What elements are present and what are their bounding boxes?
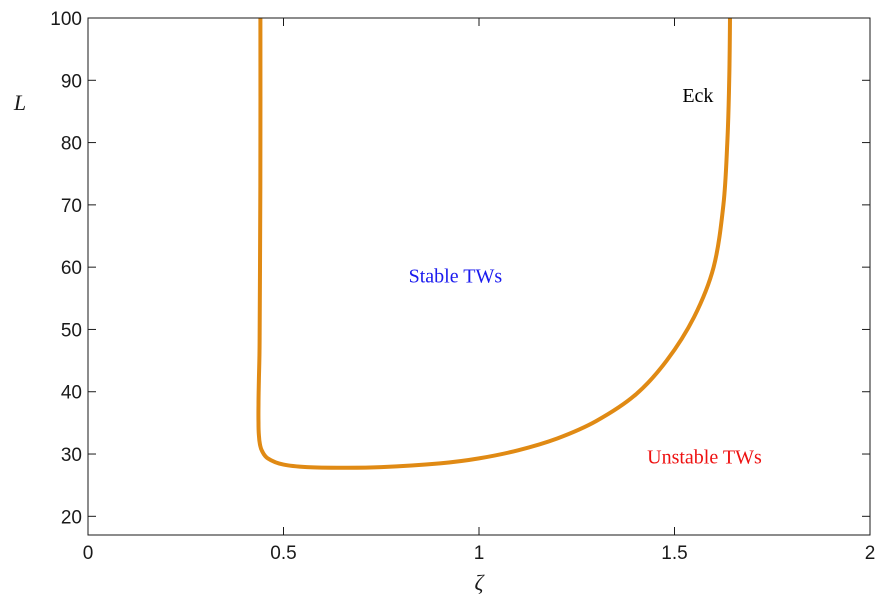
- series-line: [256, 17, 732, 470]
- x-tick-label: 1: [474, 543, 485, 564]
- x-tick-label: 2: [865, 543, 875, 564]
- y-axis-label: L: [13, 90, 26, 115]
- y-axis: 20 30 40 50 60 70 80 90 100: [50, 9, 870, 528]
- y-tick-label: 60: [61, 258, 82, 279]
- x-tick-label: 0: [83, 543, 94, 564]
- x-axis: 0 0.5 1 1.5 2: [83, 18, 875, 564]
- y-tick-label: 30: [61, 445, 82, 466]
- annotations: Eck Stable TWs Unstable TWs: [409, 85, 762, 468]
- annotation-label: Eck: [682, 85, 713, 107]
- y-tick-label: 20: [61, 507, 82, 528]
- x-axis-label: ζ: [475, 570, 486, 595]
- y-tick-label: 80: [61, 134, 82, 155]
- y-tick-label: 40: [61, 383, 82, 404]
- y-tick-label: 100: [50, 9, 82, 30]
- annotation-label: Unstable TWs: [647, 446, 762, 468]
- y-tick-label: 50: [61, 320, 82, 341]
- series-lines: [256, 17, 732, 470]
- x-tick-label: 1.5: [661, 543, 687, 564]
- annotation-label: Stable TWs: [409, 266, 503, 288]
- x-tick-label: 0.5: [270, 543, 296, 564]
- y-tick-label: 90: [61, 71, 82, 92]
- y-tick-label: 70: [61, 196, 82, 217]
